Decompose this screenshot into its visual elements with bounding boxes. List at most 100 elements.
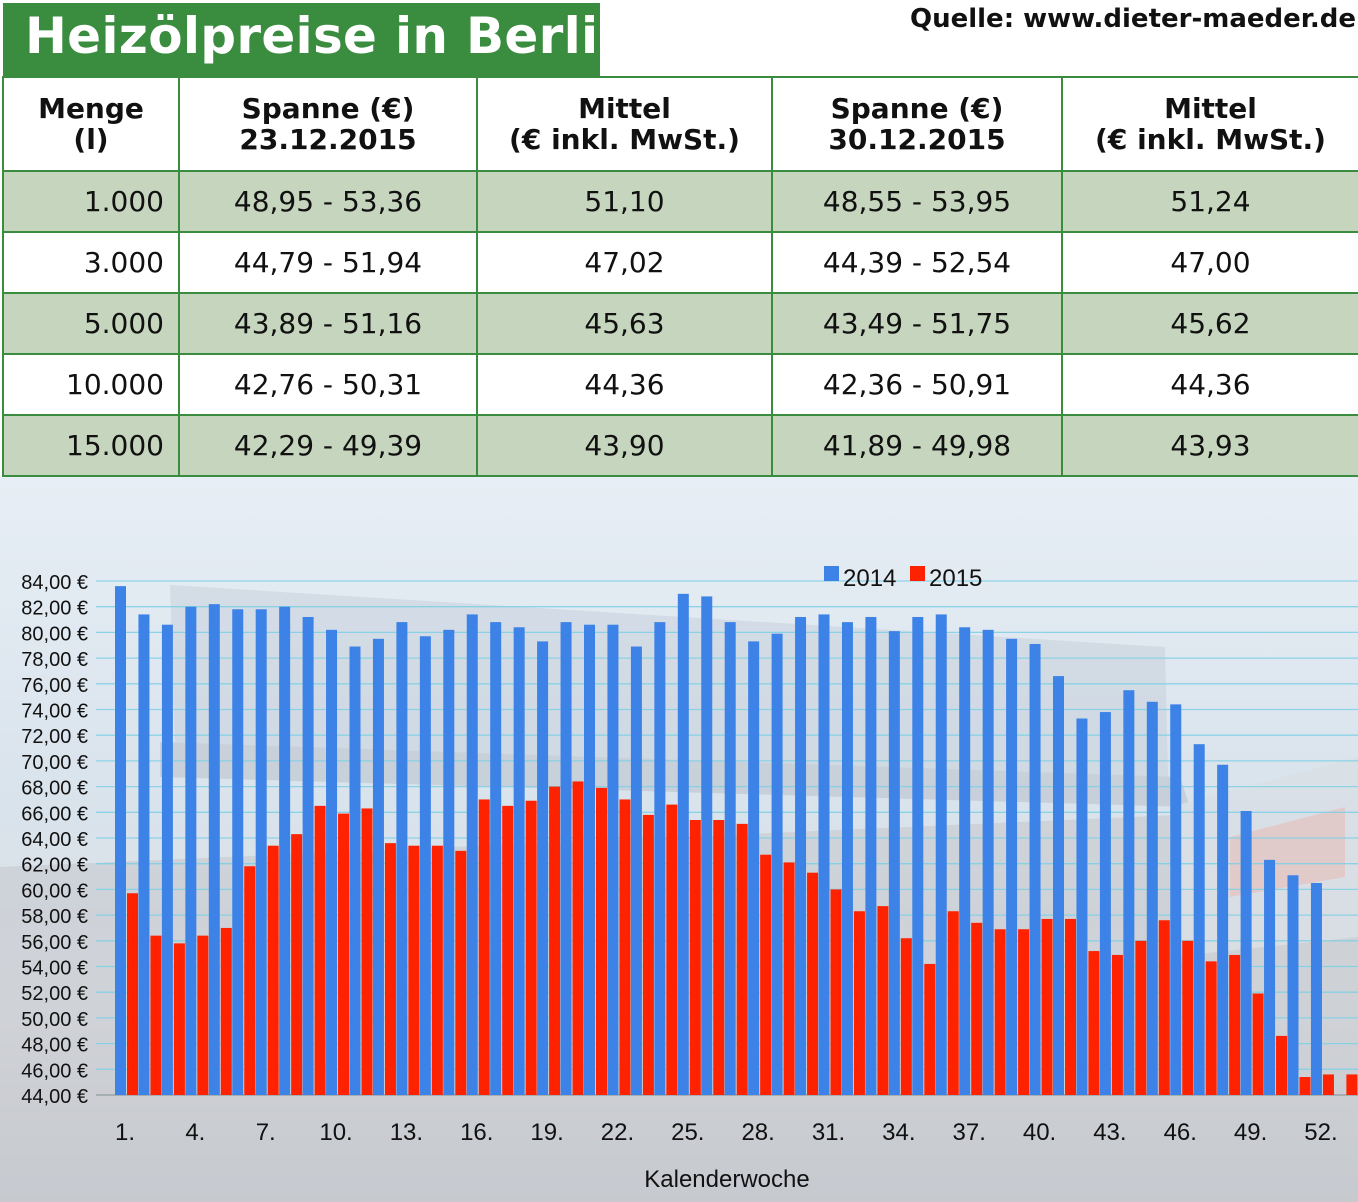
bar-2015: [642, 814, 654, 1095]
bar-2014: [1264, 859, 1276, 1095]
bar-2014: [1310, 882, 1322, 1095]
bar-2015: [1065, 918, 1076, 1095]
y-axis-ticks: 84,00 € 82,00 € 80,00 € 78,00 € 76,00 € 74,00…: [21, 572, 88, 1108]
bar-2015: [150, 935, 162, 1095]
chart-legend: 2014 2015: [824, 565, 982, 592]
table-cell: 42,36 - 50,91: [771, 353, 1063, 416]
table-cell: 51,10: [476, 170, 773, 233]
bar-2014: [607, 624, 619, 1095]
bar-2015: [1205, 961, 1217, 1095]
x-tick-label: 10.: [319, 1119, 352, 1146]
bar-2014: [1146, 701, 1158, 1095]
bar-2014: [537, 641, 549, 1095]
bar-2014: [466, 614, 478, 1095]
y-tick-label: 74,00 €: [21, 701, 88, 723]
table-cell: 48,55 - 53,95: [771, 170, 1063, 233]
x-tick-label: 46.: [1164, 1119, 1197, 1146]
bar-2014: [396, 622, 408, 1095]
bar-2015: [1346, 1074, 1358, 1095]
series-2014-bars: [115, 586, 1322, 1095]
x-axis-title: Kalenderwoche: [644, 1166, 809, 1193]
bar-2015: [1111, 954, 1123, 1095]
legend-swatch-2014: [824, 566, 839, 581]
bar-2015: [291, 834, 303, 1095]
bar-2015: [713, 820, 725, 1095]
bar-2014: [279, 606, 291, 1095]
table-cell: 44,39 - 52,54: [771, 231, 1063, 294]
x-tick-label: 43.: [1093, 1119, 1126, 1146]
table-cell: 43,90: [476, 414, 773, 477]
bar-2014: [161, 624, 173, 1095]
bar-2014: [1287, 875, 1299, 1095]
bar-2014: [701, 596, 713, 1095]
bar-2015: [689, 820, 701, 1095]
page-title: Heizölpreise in Berlin: [3, 3, 600, 76]
bar-2015: [525, 800, 537, 1095]
table-cell: 48,95 - 53,36: [178, 170, 478, 233]
bar-2015: [1229, 954, 1241, 1095]
x-tick-label: 19.: [530, 1119, 563, 1146]
table-row: 1.000 48,95 - 53,36 51,10 48,55 - 53,95 …: [2, 170, 1358, 233]
x-tick-label: 52.: [1304, 1119, 1337, 1146]
table-cell: 42,29 - 49,39: [178, 414, 478, 477]
x-tick-label: 22.: [601, 1119, 634, 1146]
bar-2015: [807, 872, 819, 1095]
y-tick-label: 82,00 €: [21, 598, 88, 620]
bar-2015: [853, 911, 865, 1095]
bar-2015: [1252, 993, 1264, 1095]
table-cell: 3.000: [2, 231, 180, 294]
bar-2014: [935, 614, 947, 1095]
bar-2014: [841, 622, 853, 1095]
x-tick-label: 40.: [1023, 1119, 1056, 1146]
bar-2014: [748, 641, 760, 1095]
bar-2014: [654, 622, 666, 1095]
bar-2015: [971, 922, 983, 1095]
bar-2015: [1276, 1035, 1288, 1095]
bar-2015: [1041, 918, 1053, 1095]
table-cell: 45,62: [1061, 292, 1358, 355]
bar-2014: [1217, 764, 1229, 1095]
table-row: 10.000 42,76 - 50,31 44,36 42,36 - 50,91…: [2, 353, 1358, 416]
bar-2014: [326, 629, 338, 1095]
bar-2015: [947, 911, 959, 1095]
bar-2014: [419, 636, 431, 1095]
bar-2015: [244, 866, 256, 1095]
x-tick-label: 1.: [115, 1119, 135, 1146]
bar-2014: [982, 629, 994, 1095]
bar-2014: [560, 622, 572, 1095]
bar-2015: [431, 845, 443, 1095]
bar-2014: [959, 627, 971, 1095]
bar-2015: [924, 963, 936, 1095]
x-tick-label: 13.: [390, 1119, 423, 1146]
bar-2014: [1006, 638, 1018, 1095]
price-table: Menge (l) Spanne (€) 23.12.2015 Mittel (€ i…: [2, 76, 1358, 477]
bar-2014: [255, 609, 267, 1095]
table-cell: 42,76 - 50,31: [178, 353, 478, 416]
x-tick-label: 49.: [1234, 1119, 1267, 1146]
y-tick-label: 50,00 €: [21, 1009, 88, 1031]
table-cell: 41,89 - 49,98: [771, 414, 1063, 477]
bar-2015: [830, 889, 842, 1095]
x-tick-label: 34.: [882, 1119, 915, 1146]
table-cell: 45,63: [476, 292, 773, 355]
legend-label-2014: 2014: [843, 565, 896, 592]
legend-swatch-2015: [910, 566, 925, 581]
y-tick-label: 84,00 €: [21, 572, 88, 594]
source-label: Quelle: www.dieter-maeder.de: [909, 4, 1356, 34]
table-cell: 43,49 - 51,75: [771, 292, 1063, 355]
bar-2014: [818, 614, 830, 1095]
bar-2014: [115, 586, 126, 1095]
bar-2015: [338, 813, 350, 1095]
y-tick-label: 54,00 €: [21, 958, 88, 980]
bar-2015: [1322, 1074, 1334, 1095]
series-2015-bars: [127, 781, 1358, 1095]
bar-2015: [619, 799, 631, 1095]
bar-2014: [1029, 643, 1041, 1095]
bar-2014: [912, 616, 924, 1095]
x-tick-label: 7.: [256, 1119, 276, 1146]
table-cell: 43,93: [1061, 414, 1358, 477]
bar-2015: [994, 929, 1006, 1095]
bar-2014: [302, 616, 314, 1095]
table-row: 5.000 43,89 - 51,16 45,63 43,49 - 51,75 …: [2, 292, 1358, 355]
table-cell: 47,00: [1061, 231, 1358, 294]
